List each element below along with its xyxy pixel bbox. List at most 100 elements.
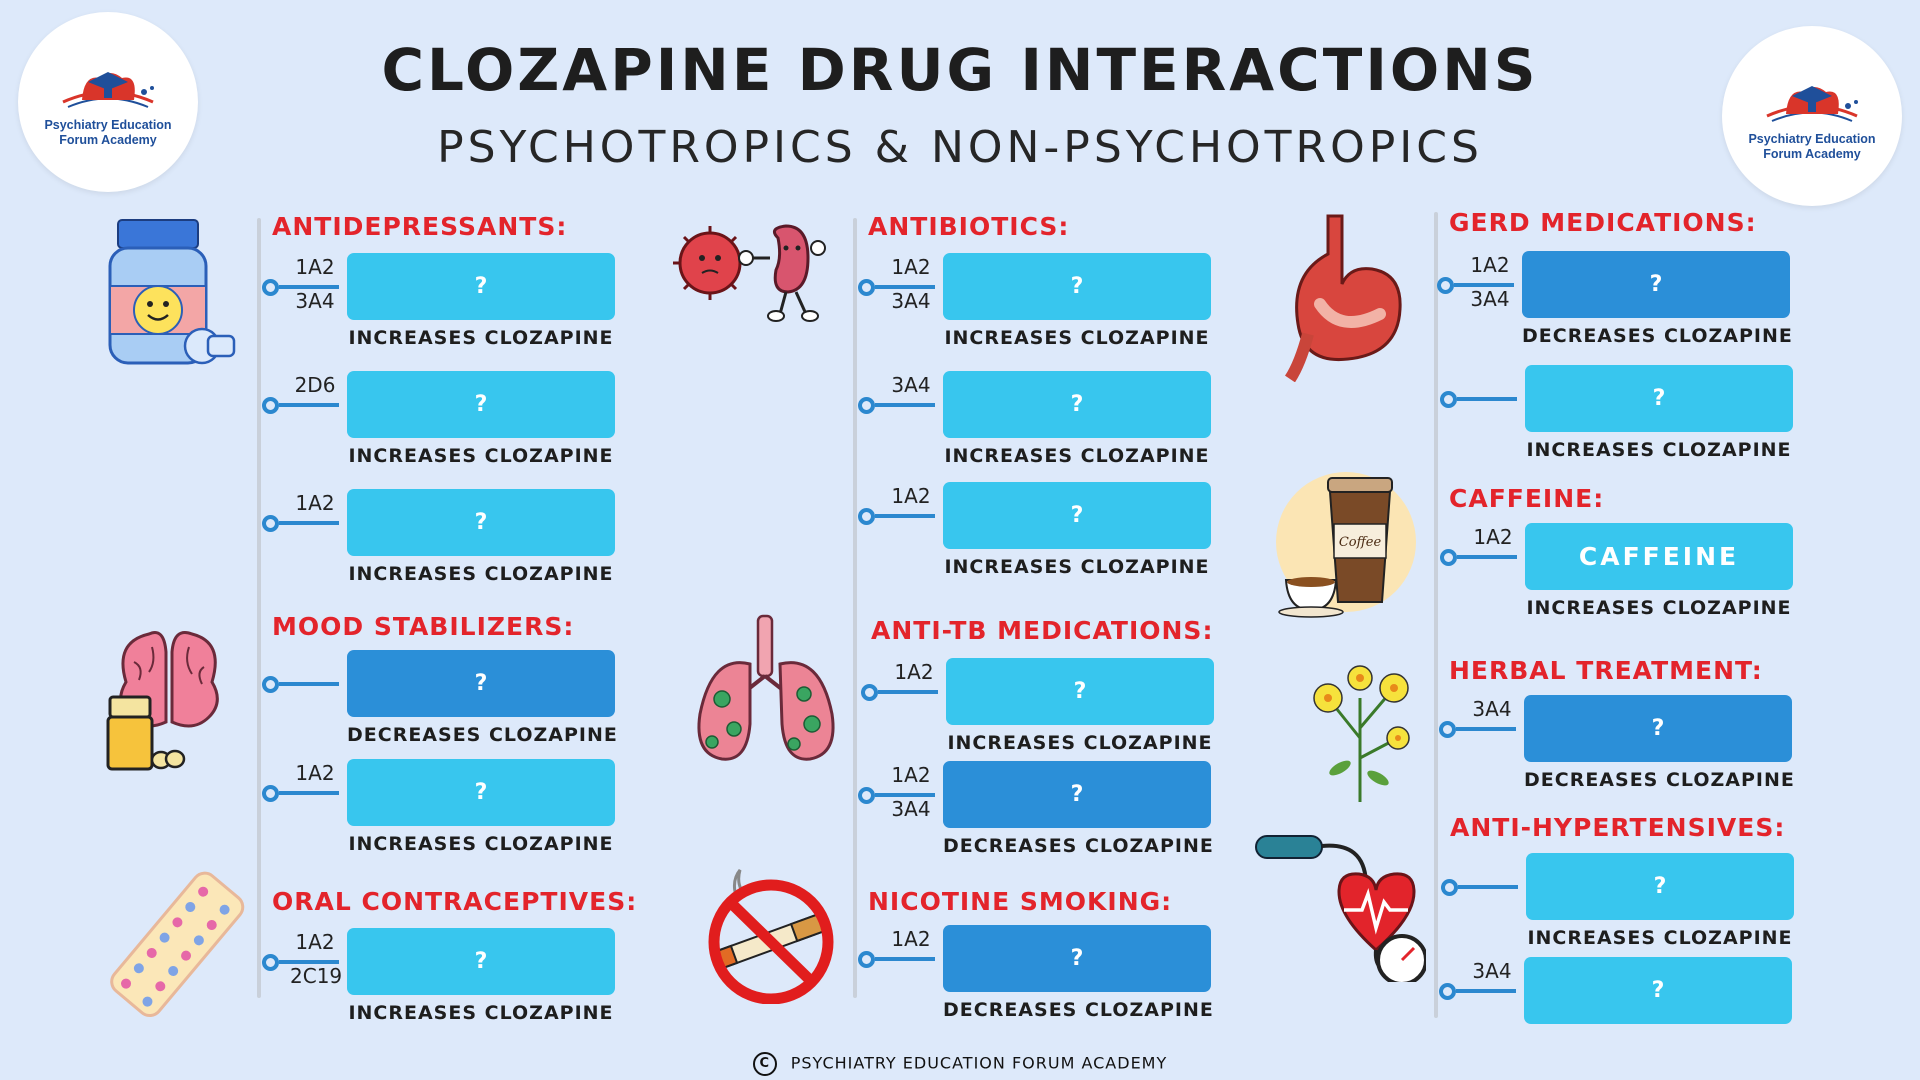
cyp-label: 1A2 [1470, 253, 1510, 277]
column-divider [257, 218, 261, 998]
entry-mood-stabilizer-1: ? DECREASES CLOZAPINE [262, 650, 617, 760]
page-subtitle: PSYCHOTROPICS & NON-PSYCHOTROPICS [437, 122, 1483, 173]
logo-line2: Forum Academy [1763, 147, 1861, 161]
cyp-label: 1A2 [295, 491, 335, 515]
connector-node [1440, 391, 1457, 408]
connector-line [279, 521, 339, 525]
cyp-label: 1A2 [891, 255, 931, 279]
drug-reveal-box[interactable]: ? [1524, 957, 1792, 1024]
copyright-icon: C [752, 1052, 777, 1076]
connector-line [875, 514, 935, 518]
connector-node [262, 397, 279, 414]
connector-node [858, 508, 875, 525]
connector-node [1437, 277, 1454, 294]
cyp-label: 3A4 [1472, 959, 1512, 983]
cyp-label: 1A2 [1473, 525, 1513, 549]
effect-label: INCREASES CLOZAPINE [348, 1002, 614, 1024]
entry-nicotine-1: 1A2 ? DECREASES CLOZAPINE [858, 925, 1213, 1035]
cyp-label: 2D6 [294, 373, 336, 397]
brain-icon [106, 631, 219, 771]
drug-reveal-box[interactable]: ? [943, 925, 1211, 992]
virus-vs-kidney-icon [673, 224, 826, 322]
entry-antidepressant-2: 2D6 ? INCREASES CLOZAPINE [262, 371, 615, 481]
page-title: CLOZAPINE DRUG INTERACTIONS [381, 36, 1539, 104]
connector-node [861, 684, 878, 701]
st-johns-wort-icon [1313, 665, 1410, 802]
drug-reveal-box[interactable]: ? [943, 371, 1211, 438]
connector-line [875, 793, 935, 797]
effect-label: DECREASES CLOZAPINE [943, 999, 1214, 1021]
drug-reveal-box[interactable]: CAFFEINE [1525, 523, 1793, 590]
connector-node [858, 787, 875, 804]
connector-node [1439, 721, 1456, 738]
effect-label: INCREASES CLOZAPINE [348, 833, 614, 855]
connector-node [858, 397, 875, 414]
effect-label: DECREASES CLOZAPINE [1522, 325, 1793, 347]
logo-line1: Psychiatry Education [1748, 132, 1876, 146]
pill-blister-icon [110, 871, 245, 1018]
logo-line1: Psychiatry Education [44, 118, 172, 132]
cyp-label: 1A2 [891, 484, 931, 508]
connector-line [1458, 885, 1518, 889]
entry-caffeine-1: 1A2 CAFFEINE INCREASES CLOZAPINE [1440, 523, 1793, 633]
logo-right: Psychiatry Education Forum Academy [1722, 26, 1902, 206]
drug-reveal-box[interactable]: ? [943, 482, 1211, 549]
cyp-label: 1A2 [891, 763, 931, 787]
entry-antibiotic-1: 1A2 3A4 ? INCREASES CLOZAPINE [858, 253, 1211, 363]
effect-label: DECREASES CLOZAPINE [943, 835, 1214, 857]
heading-herbal: HERBAL TREATMENT: [1449, 656, 1763, 685]
effect-label: INCREASES CLOZAPINE [947, 732, 1213, 754]
effect-label: DECREASES CLOZAPINE [1524, 769, 1795, 791]
effect-label: INCREASES CLOZAPINE [1527, 927, 1793, 949]
effect-label: INCREASES CLOZAPINE [348, 445, 614, 467]
drug-reveal-box[interactable]: ? [347, 928, 615, 995]
connector-line [1456, 989, 1516, 993]
cyp-label: 1A2 [295, 761, 335, 785]
connector-node [1440, 549, 1457, 566]
cyp-label: 1A2 [891, 927, 931, 951]
heading-nicotine: NICOTINE SMOKING: [868, 887, 1173, 916]
drug-reveal-box[interactable]: ? [943, 761, 1211, 828]
entry-anti-tb-2: 1A2 3A4 ? DECREASES CLOZAPINE [858, 761, 1213, 871]
academy-emblem-icon [62, 72, 154, 108]
svg-text:Coffee: Coffee [1339, 535, 1382, 550]
connector-line [1457, 555, 1517, 559]
connector-line [875, 285, 935, 289]
drug-reveal-box[interactable]: ? [943, 253, 1211, 320]
connector-node [262, 954, 279, 971]
academy-emblem-icon [1766, 86, 1858, 122]
connector-line [279, 791, 339, 795]
blood-pressure-heart-icon [1255, 835, 1426, 982]
entry-antidepressant-3: 1A2 ? INCREASES CLOZAPINE [262, 489, 615, 599]
entry-anti-tb-1: 1A2 ? INCREASES CLOZAPINE [861, 658, 1214, 768]
connector-node [262, 279, 279, 296]
no-smoking-icon [708, 869, 834, 1004]
drug-reveal-box[interactable]: ? [946, 658, 1214, 725]
drug-reveal-box[interactable]: ? [347, 371, 615, 438]
entry-herbal-1: 3A4 ? DECREASES CLOZAPINE [1439, 695, 1794, 805]
drug-reveal-box[interactable]: ? [1525, 365, 1793, 432]
logo-line2: Forum Academy [59, 133, 157, 147]
drug-reveal-box[interactable]: ? [347, 253, 615, 320]
connector-line [279, 285, 339, 289]
stomach-icon [1284, 214, 1402, 382]
drug-reveal-box[interactable]: ? [1526, 853, 1794, 920]
cyp-label: 3A4 [1470, 287, 1510, 311]
cyp-label: 1A2 [295, 255, 335, 279]
connector-line [279, 960, 339, 964]
heading-oral-contraceptives: ORAL CONTRACEPTIVES: [272, 887, 638, 916]
connector-line [875, 403, 935, 407]
connector-line [878, 690, 938, 694]
effect-label: INCREASES CLOZAPINE [1526, 439, 1792, 461]
drug-reveal-box[interactable]: ? [347, 650, 615, 717]
logo-left: Psychiatry Education Forum Academy [18, 12, 198, 192]
cyp-label: 3A4 [1472, 697, 1512, 721]
drug-reveal-box[interactable]: ? [347, 759, 615, 826]
drug-reveal-box[interactable]: ? [1524, 695, 1792, 762]
drug-reveal-box[interactable]: ? [1522, 251, 1790, 318]
heading-gerd: GERD MEDICATIONS: [1449, 208, 1757, 237]
connector-line [875, 957, 935, 961]
drug-reveal-box[interactable]: ? [347, 489, 615, 556]
effect-label: INCREASES CLOZAPINE [348, 563, 614, 585]
entry-antibiotic-2: 3A4 ? INCREASES CLOZAPINE [858, 371, 1211, 481]
